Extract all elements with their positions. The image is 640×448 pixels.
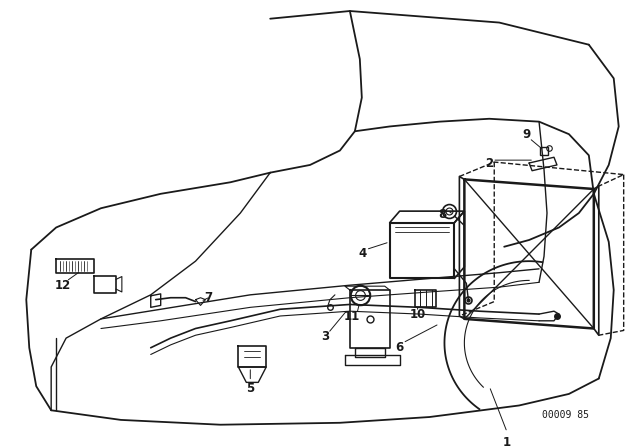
Text: 6: 6: [396, 341, 404, 354]
Text: 1: 1: [503, 435, 511, 448]
Text: 9: 9: [522, 128, 530, 141]
Text: 10: 10: [410, 308, 426, 321]
Text: 11: 11: [344, 310, 360, 323]
Text: 00009 85: 00009 85: [542, 410, 589, 420]
Text: 5: 5: [246, 382, 255, 395]
Text: 7: 7: [204, 291, 212, 304]
Text: 12: 12: [55, 279, 71, 292]
Text: 2: 2: [485, 156, 493, 169]
Text: 8: 8: [438, 208, 447, 221]
Text: 4: 4: [358, 247, 367, 260]
Text: 3: 3: [321, 330, 329, 343]
